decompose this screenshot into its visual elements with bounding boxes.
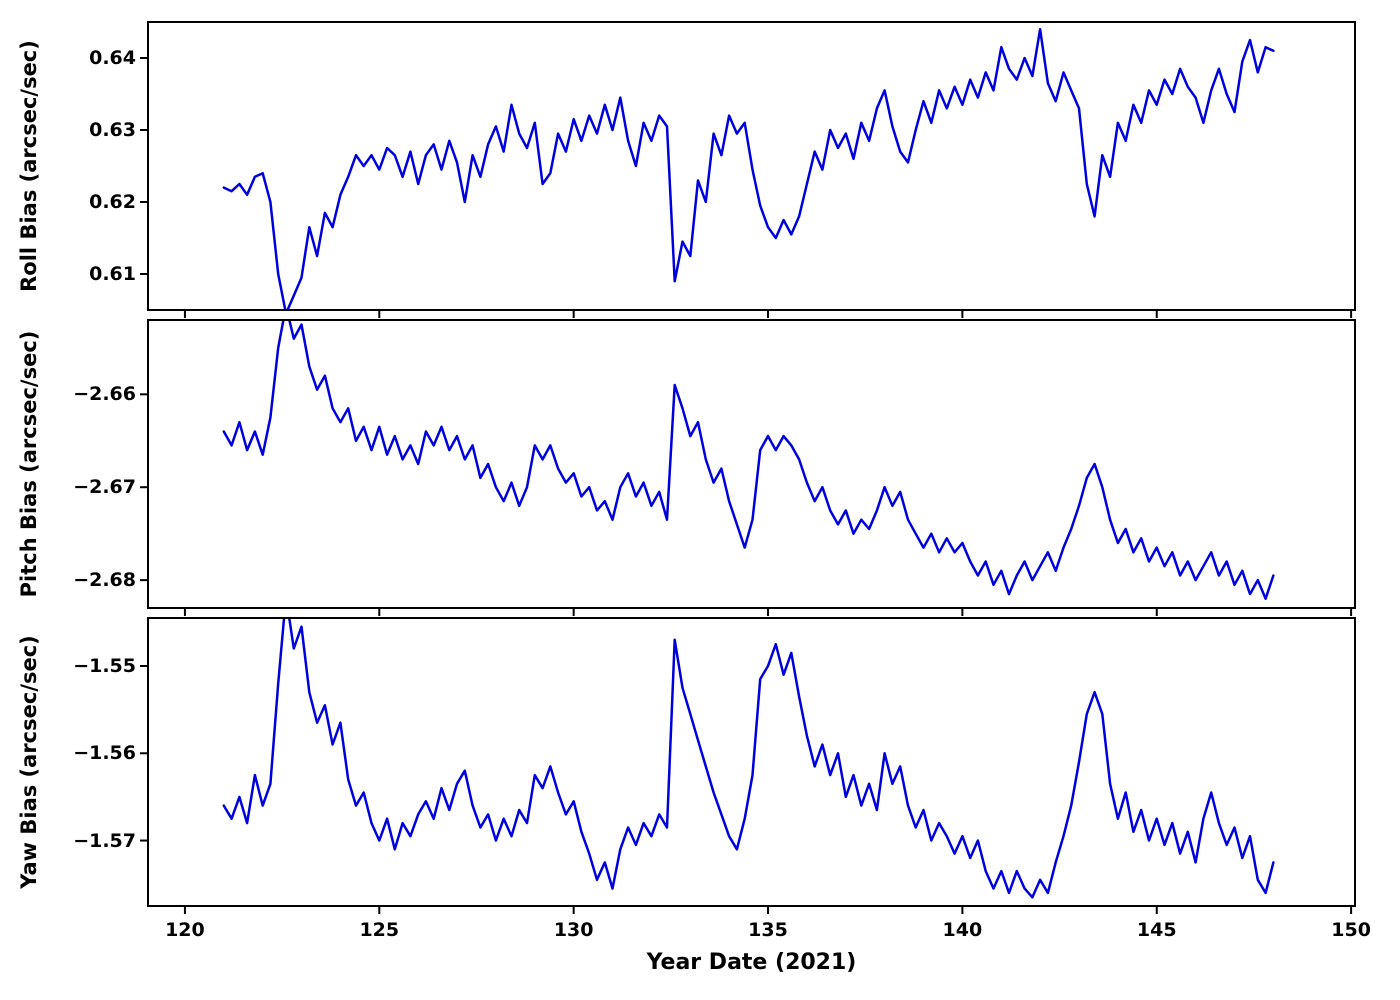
ytick-label: −1.57 [73, 829, 136, 852]
ytick-label: 0.63 [89, 119, 136, 141]
series-line-0 [222, 27, 1275, 310]
axes-frame-0 [147, 21, 1356, 311]
yaw-bias-y-axis-label: Yaw Bias (arcsec/sec) [17, 635, 41, 889]
xtick-label: 120 [165, 919, 205, 941]
xtick-label: 150 [1331, 919, 1371, 941]
xtick-label: 125 [359, 919, 400, 941]
ytick-label: 0.62 [89, 191, 136, 213]
axes-frame-2 [147, 617, 1356, 907]
ytick-label: 0.61 [89, 263, 136, 285]
xtick-label: 135 [748, 919, 788, 941]
ytick-label: 0.64 [89, 47, 136, 69]
axes-frame-1 [147, 319, 1356, 609]
ytick-label: −1.55 [73, 655, 136, 677]
xtick-label: 145 [1136, 919, 1177, 941]
series-line-2 [222, 618, 1275, 899]
xtick-label: 130 [553, 919, 594, 941]
xtick-label: 140 [942, 919, 983, 941]
ytick-label: −2.66 [73, 383, 136, 406]
series-line-1 [222, 320, 1275, 600]
ytick-label: −2.68 [73, 569, 136, 592]
ytick-label: −2.67 [73, 476, 136, 499]
x-axis-label: Year Date (2021) [646, 950, 857, 975]
ytick-label: −1.56 [73, 742, 136, 765]
